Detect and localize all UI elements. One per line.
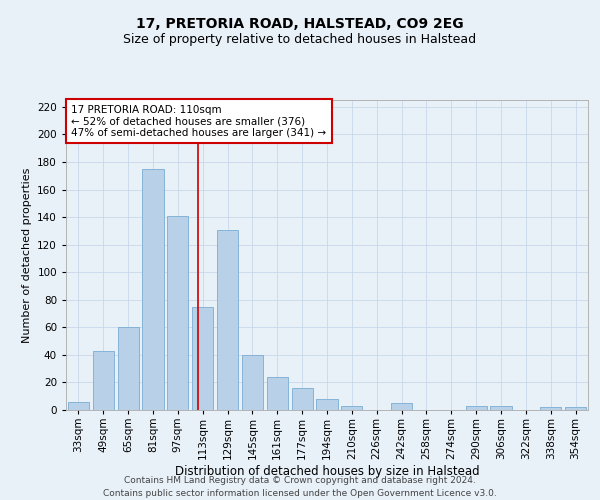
Bar [167,216,188,410]
Text: Contains HM Land Registry data © Crown copyright and database right 2024.: Contains HM Land Registry data © Crown c… [124,476,476,485]
Text: Contains public sector information licensed under the Open Government Licence v3: Contains public sector information licen… [103,489,497,498]
Bar [565,407,586,410]
Bar [341,406,362,410]
Bar [466,406,487,410]
Bar [217,230,238,410]
Bar [540,407,561,410]
Bar [242,355,263,410]
Text: Size of property relative to detached houses in Halstead: Size of property relative to detached ho… [124,32,476,46]
Bar [292,388,313,410]
Bar [93,351,114,410]
Bar [142,169,164,410]
Bar [316,399,338,410]
Text: 17, PRETORIA ROAD, HALSTEAD, CO9 2EG: 17, PRETORIA ROAD, HALSTEAD, CO9 2EG [136,18,464,32]
Bar [118,328,139,410]
Bar [267,377,288,410]
Bar [192,306,213,410]
X-axis label: Distribution of detached houses by size in Halstead: Distribution of detached houses by size … [175,464,479,477]
Y-axis label: Number of detached properties: Number of detached properties [22,168,32,342]
Text: 17 PRETORIA ROAD: 110sqm
← 52% of detached houses are smaller (376)
47% of semi-: 17 PRETORIA ROAD: 110sqm ← 52% of detach… [71,104,326,138]
Bar [490,406,512,410]
Bar [391,403,412,410]
Bar [68,402,89,410]
